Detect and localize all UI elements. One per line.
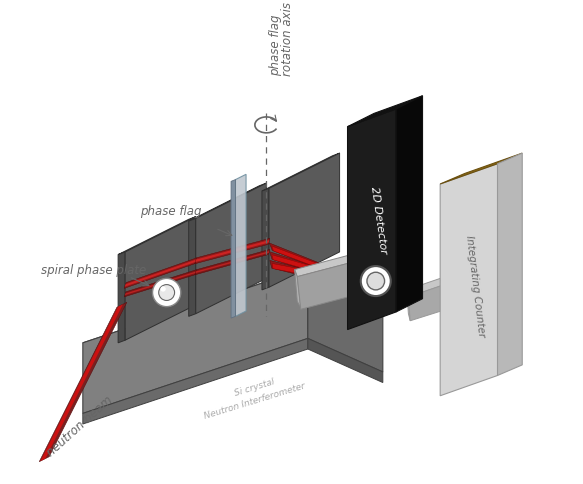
Polygon shape (269, 243, 365, 288)
Circle shape (367, 272, 385, 290)
Text: Si crystal: Si crystal (234, 377, 276, 397)
Polygon shape (118, 253, 125, 343)
Polygon shape (195, 239, 270, 264)
Text: phase flag: phase flag (140, 205, 202, 217)
Circle shape (160, 287, 166, 292)
Polygon shape (294, 251, 371, 277)
Polygon shape (272, 246, 366, 287)
Polygon shape (440, 154, 522, 184)
Polygon shape (231, 180, 236, 318)
Polygon shape (195, 252, 269, 273)
Polygon shape (262, 189, 269, 290)
Polygon shape (440, 165, 497, 396)
Text: phase flag: phase flag (269, 15, 282, 76)
Polygon shape (40, 304, 123, 461)
Polygon shape (195, 250, 270, 275)
Polygon shape (409, 286, 444, 321)
Circle shape (361, 267, 391, 296)
Polygon shape (195, 241, 269, 262)
Polygon shape (125, 260, 196, 287)
Polygon shape (262, 154, 339, 192)
Polygon shape (269, 154, 339, 287)
Polygon shape (308, 268, 383, 372)
Polygon shape (189, 184, 266, 222)
Polygon shape (83, 268, 383, 378)
Polygon shape (497, 154, 522, 376)
Polygon shape (396, 97, 423, 312)
Text: spiral phase plate: spiral phase plate (41, 264, 146, 276)
Polygon shape (118, 217, 196, 255)
Text: rotation axis: rotation axis (281, 2, 294, 76)
Polygon shape (407, 279, 442, 297)
Polygon shape (347, 97, 423, 127)
Polygon shape (236, 175, 246, 317)
Polygon shape (294, 270, 301, 308)
Polygon shape (272, 255, 366, 287)
Text: Neutron Interferometer: Neutron Interferometer (203, 381, 307, 420)
Text: neutron beam: neutron beam (45, 392, 115, 458)
Polygon shape (124, 258, 197, 289)
Polygon shape (347, 110, 396, 330)
Polygon shape (83, 268, 308, 413)
Polygon shape (124, 270, 196, 297)
Polygon shape (125, 272, 196, 296)
Polygon shape (272, 264, 366, 287)
Polygon shape (39, 302, 127, 462)
Circle shape (153, 279, 181, 307)
Circle shape (159, 285, 174, 301)
Text: 2D Detector: 2D Detector (368, 185, 388, 254)
Polygon shape (196, 184, 266, 314)
Polygon shape (297, 257, 375, 310)
Polygon shape (269, 252, 364, 289)
Polygon shape (189, 219, 196, 317)
Polygon shape (83, 339, 308, 424)
Polygon shape (407, 290, 410, 321)
Polygon shape (308, 339, 383, 383)
Polygon shape (270, 261, 364, 291)
Polygon shape (125, 217, 196, 340)
Text: Integrating Counter: Integrating Counter (464, 235, 487, 337)
